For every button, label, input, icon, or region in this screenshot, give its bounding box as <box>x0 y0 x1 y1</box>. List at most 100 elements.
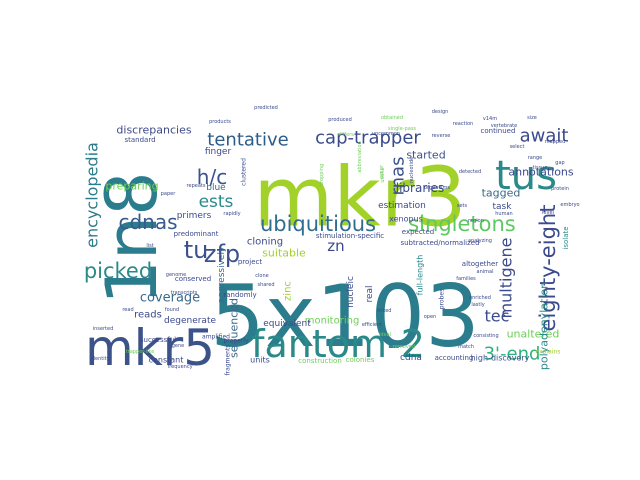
word-dropping: dropping <box>319 164 325 186</box>
word-mkr5: mkr5 <box>85 319 215 377</box>
word-lastly: lastly <box>471 302 484 308</box>
word-linked: linked <box>377 308 392 314</box>
word-analyzing: analyzing <box>468 238 492 244</box>
word-useful: useful <box>380 167 386 182</box>
word-real: real <box>365 285 375 302</box>
word-abbreviation: abbreviation <box>357 141 363 172</box>
word-tissue: tissue <box>533 165 548 171</box>
word-human: human <box>495 211 512 217</box>
word-embryo: embryo <box>560 202 579 208</box>
word-polyadenylation: polyadenylation <box>538 282 551 370</box>
word-discrepancies: discrepancies <box>116 124 191 137</box>
word-accounting: accounting <box>435 354 474 362</box>
word-gene: gene <box>172 343 185 349</box>
word-found: found <box>165 307 179 313</box>
word-detected: detected <box>459 169 481 175</box>
word-frequency: frequency <box>167 364 192 370</box>
word-families: families <box>456 276 476 282</box>
word-list: list <box>146 243 153 249</box>
word-high-discovery: high-discovery <box>471 354 530 363</box>
word-consisting: consisting <box>473 333 498 339</box>
word-reads: reads <box>134 310 162 321</box>
word-rapidly: rapidly <box>223 211 240 217</box>
word-region: region <box>468 218 484 224</box>
word-tagged: tagged <box>482 187 521 200</box>
word-probes: probes <box>439 289 446 309</box>
word-degenerate: degenerate <box>164 316 216 326</box>
word-unaltered: unaltered <box>507 328 560 341</box>
word-zfp: zfp <box>204 240 240 268</box>
word-differs: differs <box>338 132 354 138</box>
word-1n8: 1n8 <box>91 171 173 304</box>
word-ideal: ideal <box>379 332 391 338</box>
word-mkr3: mkr3 <box>253 151 466 246</box>
word-xenopus: xenopus <box>389 215 423 224</box>
word-products: products <box>209 119 231 125</box>
word-efficient: efficient <box>362 322 382 328</box>
word-zn: zn <box>327 237 344 255</box>
word-repeats: repeats <box>187 183 206 189</box>
word-genome: genome <box>166 272 186 278</box>
word-colonies: colonies <box>346 356 375 364</box>
word-mapped: mapped <box>545 139 566 145</box>
word-single-pass: single-pass <box>388 126 416 132</box>
word-explains: explains <box>536 349 561 356</box>
word-transcripts: transcripts <box>171 290 198 296</box>
word-estimation: estimation <box>378 201 426 211</box>
word-enriched: enriched <box>469 295 491 301</box>
word-multigene: multigene <box>497 238 516 319</box>
word-finger: finger <box>205 147 232 157</box>
word-singletons: singletons <box>408 212 516 236</box>
word-monitoring: monitoring <box>305 316 360 327</box>
word-tus: tus <box>495 153 557 199</box>
word-cdnas: cdnas <box>118 210 177 234</box>
word-fantom-2: fantom-2 <box>251 322 425 366</box>
word-clone: clone <box>255 273 268 279</box>
word-full-length: full-length <box>416 255 425 296</box>
word-clustered: clustered <box>241 158 248 186</box>
word-task: task <box>493 202 513 212</box>
word-nucleotide: nucleotide <box>409 157 415 183</box>
word-open: open <box>424 314 436 320</box>
word-encyclopedia: encyclopedia <box>83 142 102 248</box>
word-successful: successful <box>140 336 176 344</box>
word-annotations: annotations <box>508 166 574 179</box>
word-rnas: rnas <box>388 157 409 196</box>
word-design: design <box>432 109 449 115</box>
word-preparing: preparing <box>105 180 158 193</box>
word-paper: paper <box>161 191 176 197</box>
word-cdna: cdna <box>400 353 422 363</box>
word-primers: primers <box>177 211 212 221</box>
word-coverage: coverage <box>140 291 200 306</box>
word-started: started <box>406 149 445 162</box>
word-cloning: cloning <box>247 237 283 248</box>
word-vertebrate: vertebrate <box>491 123 517 129</box>
word-match: match <box>458 344 474 350</box>
word-range: range <box>528 155 543 161</box>
word-h-c: h/c <box>197 165 227 189</box>
word-v14m: v14m <box>483 116 497 122</box>
word-fragments: fragments <box>225 345 232 376</box>
word-ubiquitious: ubiquitious <box>260 212 376 236</box>
word-units: units <box>250 356 270 365</box>
word-read: read <box>122 307 133 313</box>
word-nucleic: nucleic <box>346 276 356 308</box>
word-removed: removed <box>393 344 415 350</box>
word-sets: sets <box>457 203 468 209</box>
word-conserved: conserved <box>175 275 211 283</box>
word-eighty-eight: eighty-eight <box>536 205 560 332</box>
word-reaction: reaction <box>453 121 473 127</box>
word-randomly: randomly <box>223 291 256 299</box>
word-altogether: altogether <box>462 260 498 268</box>
word-sequenced: sequenced <box>228 298 241 358</box>
word-reverse: reverse <box>432 133 451 139</box>
word-tentative: tentative <box>207 130 288 151</box>
word-stimulation-specific: stimulation-specific <box>316 232 384 240</box>
word-trapper-like: trapper-like <box>126 349 155 355</box>
word-constant: constant <box>149 356 184 365</box>
word-blue: blue <box>206 183 226 193</box>
word-inserted: inserted <box>93 326 114 332</box>
word-zinc: zinc <box>283 281 294 301</box>
word-gap: gap <box>555 160 564 166</box>
